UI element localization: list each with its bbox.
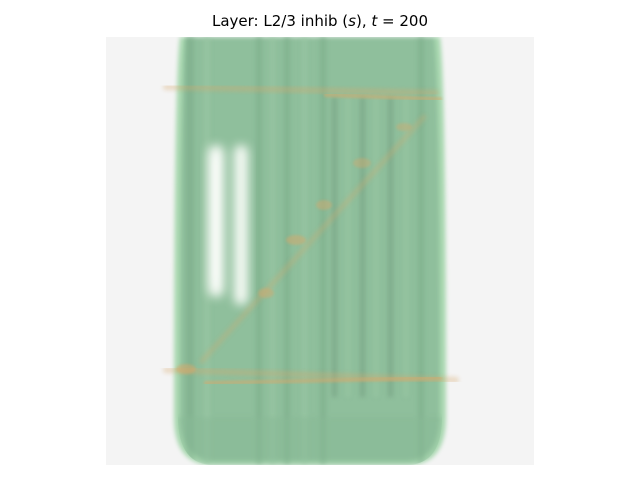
figure-title: Layer: L2/3 inhib (s), t = 200 (212, 12, 428, 30)
column-stripes (178, 37, 442, 465)
activity-heatmap (106, 37, 534, 465)
orange-traces (163, 84, 459, 385)
bright-columns (208, 145, 248, 305)
